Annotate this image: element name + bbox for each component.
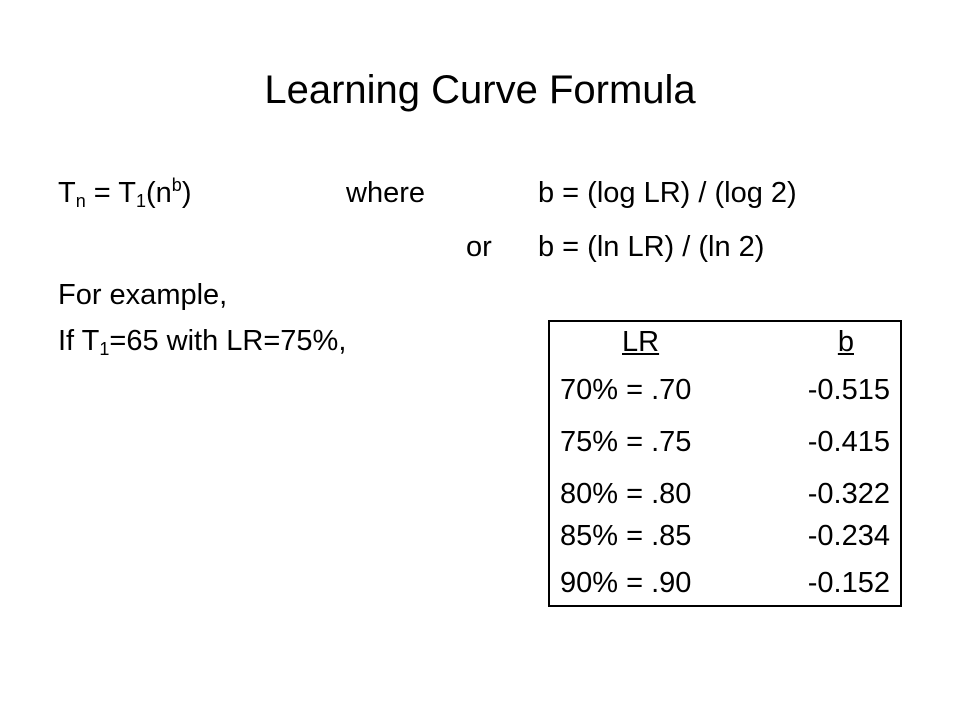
slide-title: Learning Curve Formula (264, 68, 696, 112)
table-row: 70% = .70 -0.515 (550, 372, 900, 408)
b-value: -0.415 (807, 426, 890, 458)
where-label: where (346, 177, 425, 209)
b-value: -0.152 (807, 567, 890, 599)
example-condition: If T1=65 with LR=75%, (58, 323, 346, 359)
example-if-t: If T (58, 325, 100, 357)
example-label: For example, (58, 279, 228, 311)
formula-sub-1: 1 (135, 191, 146, 211)
b-value: -0.234 (807, 520, 890, 552)
lr-b-table: LR b 70% = .70 -0.515 75% = .75 -0.415 8… (548, 320, 902, 607)
or-label: or (466, 231, 492, 263)
table-header-row: LR b (550, 324, 900, 360)
formula-sub-n: n (75, 191, 86, 211)
b-value: -0.322 (807, 478, 890, 510)
table-row: 85% = .85 -0.234 (550, 518, 900, 554)
lr-value: 70% = .70 (560, 374, 692, 406)
example-sub-1: 1 (99, 339, 110, 359)
formula-exponent: b (171, 175, 182, 195)
lr-value: 80% = .80 (560, 478, 692, 510)
b-value: -0.515 (807, 374, 890, 406)
table-row: 80% = .80 -0.322 (550, 476, 900, 512)
example-if-rest: =65 with LR=75%, (109, 325, 347, 357)
b-log-formula: b = (log LR) / (log 2) (538, 177, 797, 209)
b-ln-formula: b = (ln LR) / (ln 2) (538, 231, 765, 263)
formula-equals-t: = T (85, 177, 136, 209)
lr-value: 85% = .85 (560, 520, 692, 552)
header-b: b (837, 326, 854, 358)
formula-expression: Tn = T1(nb) (58, 175, 191, 211)
formula-t: T (58, 177, 76, 209)
table-row: 90% = .90 -0.152 (550, 565, 900, 601)
formula-paren-open: (n (146, 177, 172, 209)
lr-value: 90% = .90 (560, 567, 692, 599)
table-row: 75% = .75 -0.415 (550, 424, 900, 460)
header-lr: LR (622, 326, 660, 358)
formula-paren-close: ) (181, 177, 192, 209)
lr-value: 75% = .75 (560, 426, 692, 458)
